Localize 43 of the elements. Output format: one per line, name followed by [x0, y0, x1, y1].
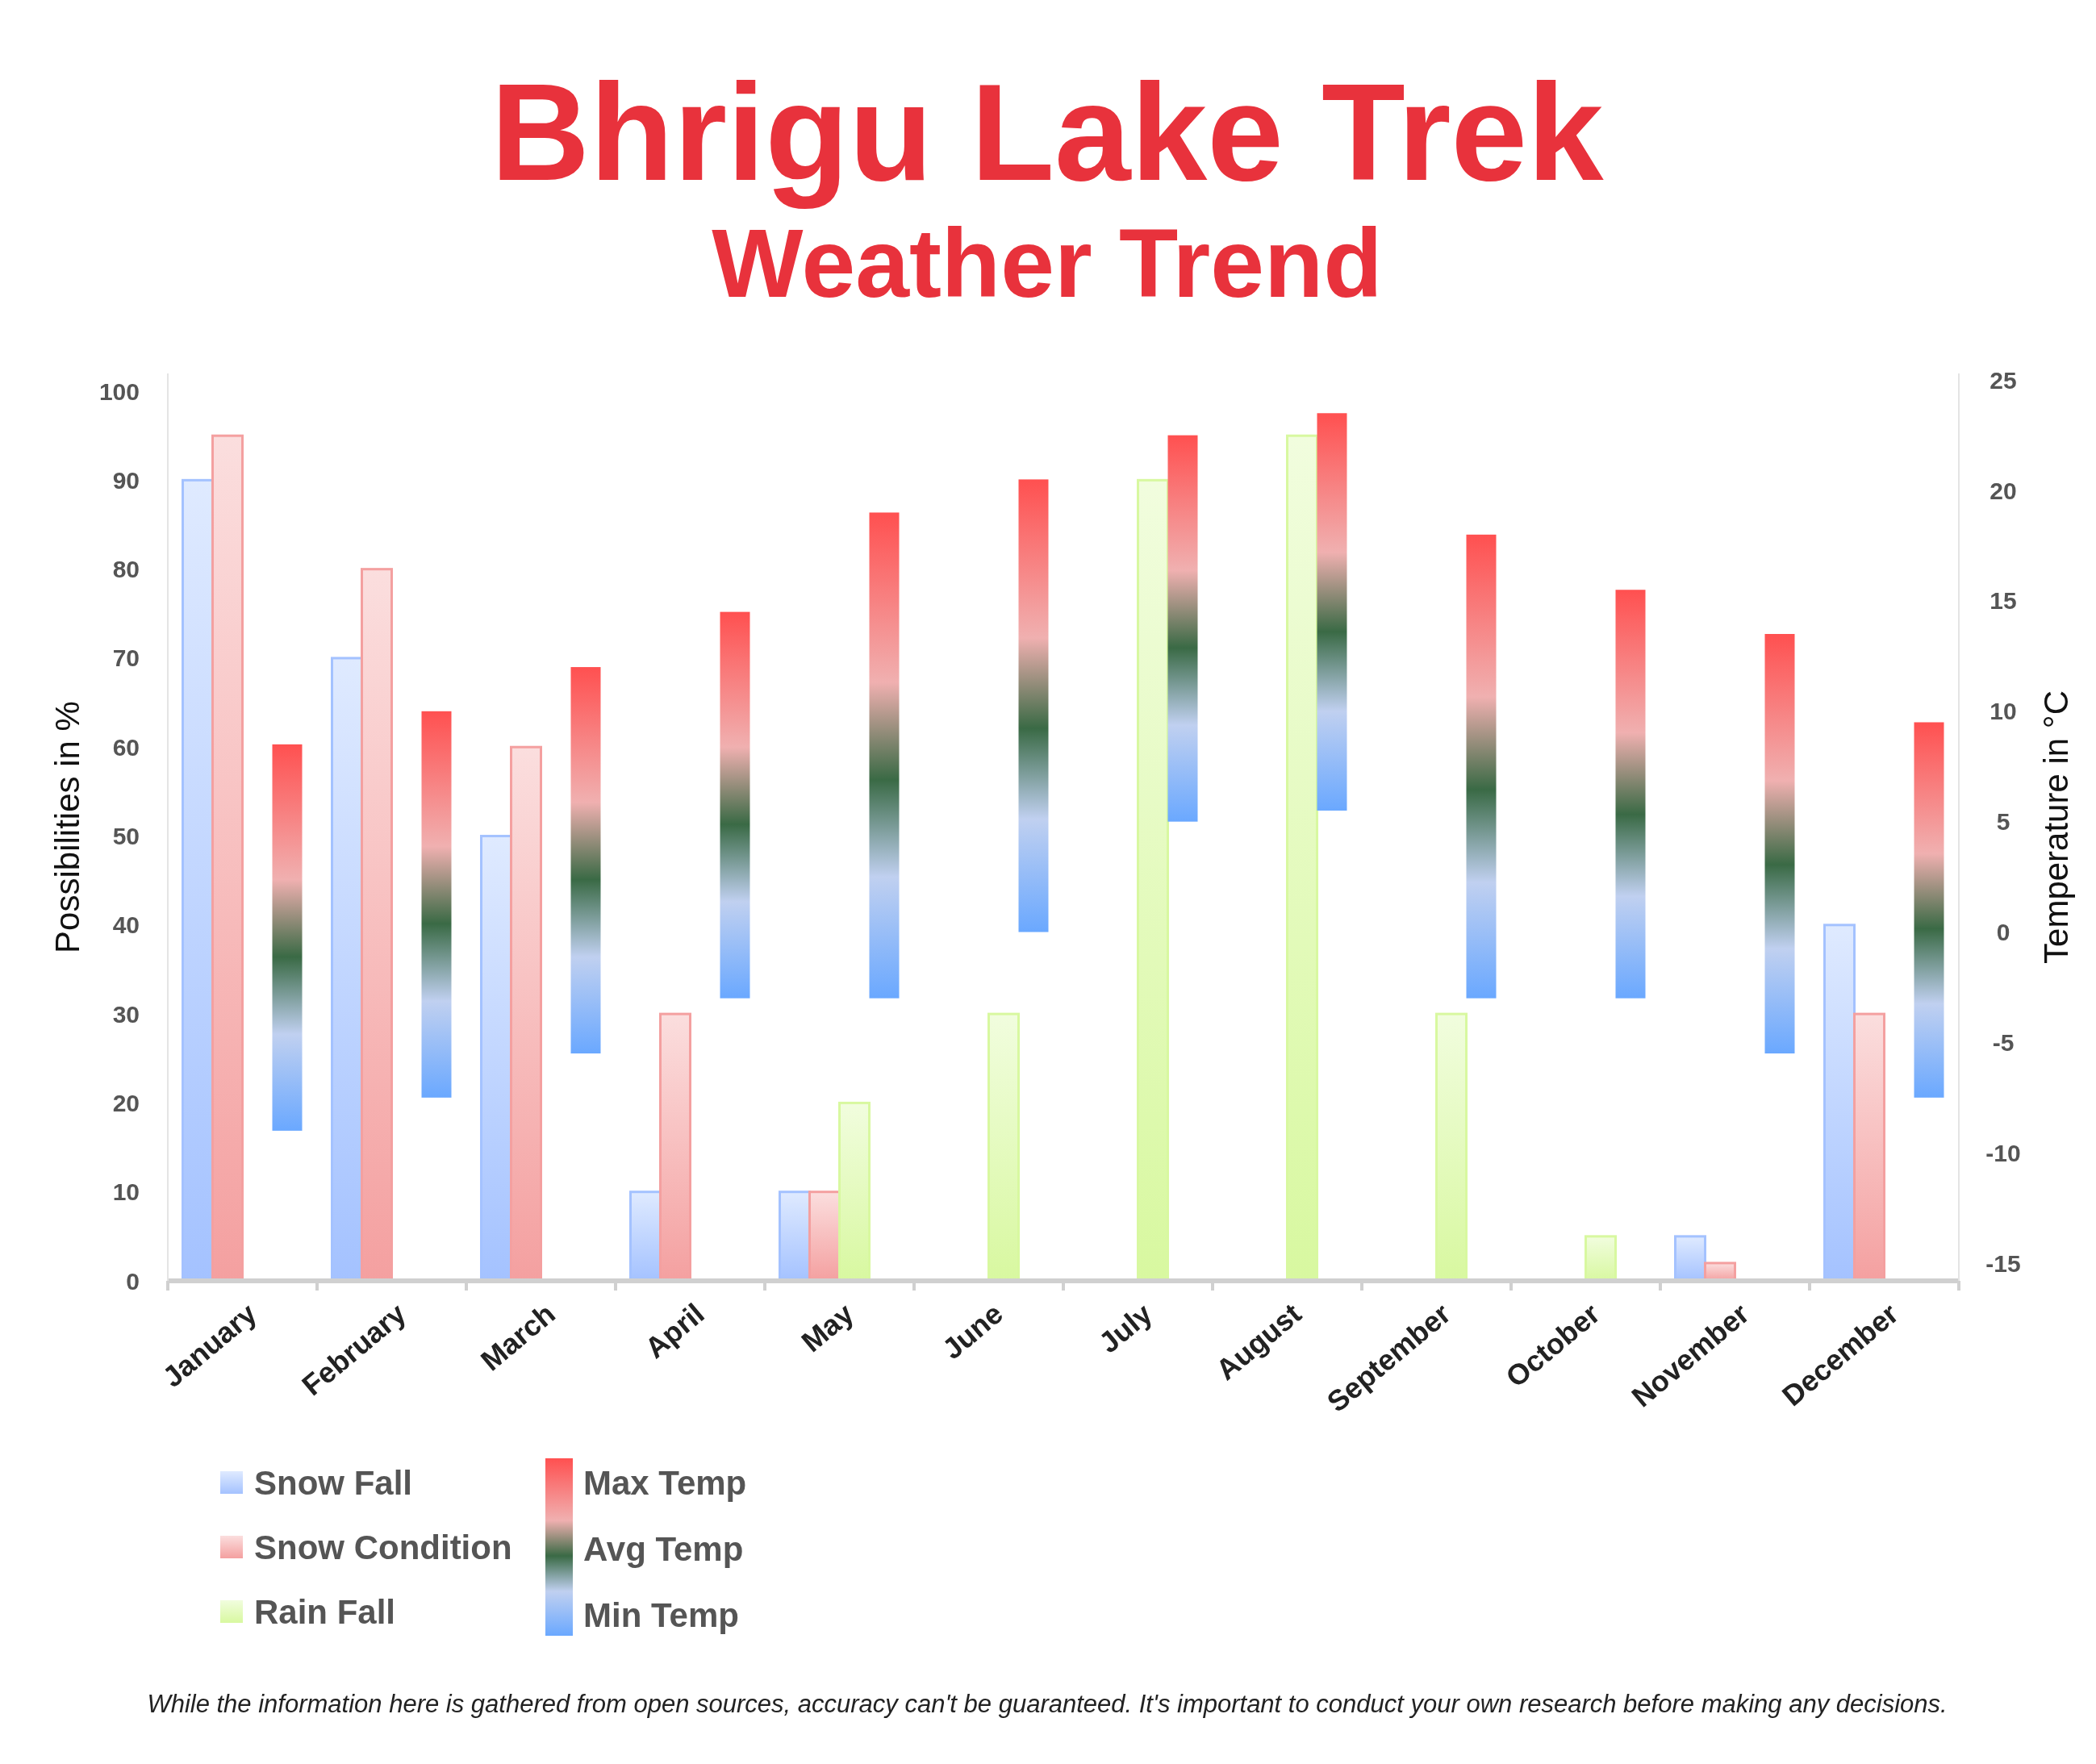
- y2-tick-label: 20: [1990, 477, 2017, 504]
- y-tick-label: 70: [112, 644, 140, 672]
- bar: [1615, 590, 1646, 999]
- text: Max Temp: [583, 1463, 747, 1502]
- y-tick-label: 80: [112, 556, 140, 583]
- y-axis-title: Possibilities in %: [48, 701, 86, 953]
- chart-subtitle: Weather Trend: [712, 209, 1383, 317]
- y2-tick-label: 25: [1990, 366, 2017, 394]
- y2-tick-label: 0: [1996, 919, 2010, 946]
- y-tick-label: 60: [112, 733, 140, 761]
- text: Avg Temp: [583, 1529, 744, 1568]
- y-tick-label: 30: [112, 1000, 140, 1028]
- bar: [421, 711, 452, 1098]
- y2-tick-label: 10: [1990, 698, 2017, 725]
- y2-tick-label: -5: [1992, 1028, 2015, 1056]
- y-tick-label: 10: [112, 1178, 140, 1206]
- bar: [1914, 722, 1944, 1098]
- legend-label: Rain Fall: [254, 1592, 396, 1631]
- text: While the information here is gathered from open sources, accuracy can't be guaranteed. It's important to conduct your own research before making any decisions.: [147, 1690, 1948, 1718]
- y2-tick-label: 5: [1996, 808, 2010, 836]
- bar: [272, 744, 303, 1131]
- y2-tick-label: -15: [1985, 1249, 2021, 1277]
- y-tick-label: 100: [98, 377, 140, 405]
- y2-axis-title: Temperature in °C: [2037, 690, 2075, 964]
- x-tick-label: May: [795, 1296, 860, 1359]
- bar: [1764, 633, 1795, 1054]
- chart-title: Bhrigu Lake Trek: [491, 56, 1605, 209]
- y-tick-label: 20: [112, 1089, 140, 1116]
- x-tick-label: July: [1092, 1296, 1159, 1360]
- legend-label: Snow Condition: [254, 1528, 512, 1566]
- bar: [1466, 534, 1497, 999]
- legend-label: Snow Fall: [254, 1463, 413, 1502]
- text: Min Temp: [583, 1595, 739, 1634]
- y-tick-label: 40: [112, 911, 140, 939]
- y-tick-label: 0: [126, 1267, 140, 1295]
- bar: [570, 667, 601, 1054]
- bar: [1018, 479, 1049, 932]
- y2-tick-label: 15: [1990, 587, 2017, 615]
- y-tick-label: 50: [112, 823, 140, 850]
- bar: [869, 512, 900, 999]
- bar: [720, 611, 750, 999]
- y2-tick-label: -10: [1985, 1139, 2021, 1166]
- y-tick-label: 90: [112, 466, 140, 494]
